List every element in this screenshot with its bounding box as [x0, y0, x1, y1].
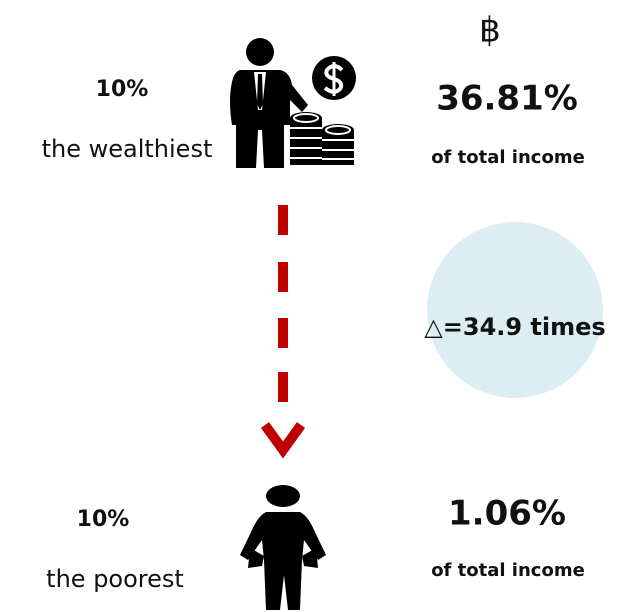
bottom-income-note: of total income [431, 560, 585, 581]
bottom-income-share: 1.06% [448, 494, 566, 534]
ratio-text: △=34.9 times [424, 313, 605, 341]
poor-icon [240, 485, 326, 610]
top-share: 10% [96, 77, 149, 102]
wealthy-icon [230, 38, 356, 168]
top-income-note: of total income [431, 147, 585, 168]
dashed-arrow [260, 205, 306, 459]
bottom-label: the poorest [46, 565, 184, 593]
currency-symbol: ฿ [479, 11, 501, 51]
top-income-share: 36.81% [436, 79, 578, 119]
ratio-circle [427, 222, 603, 398]
bottom-share: 10% [77, 507, 130, 532]
top-label: the wealthiest [42, 135, 213, 163]
